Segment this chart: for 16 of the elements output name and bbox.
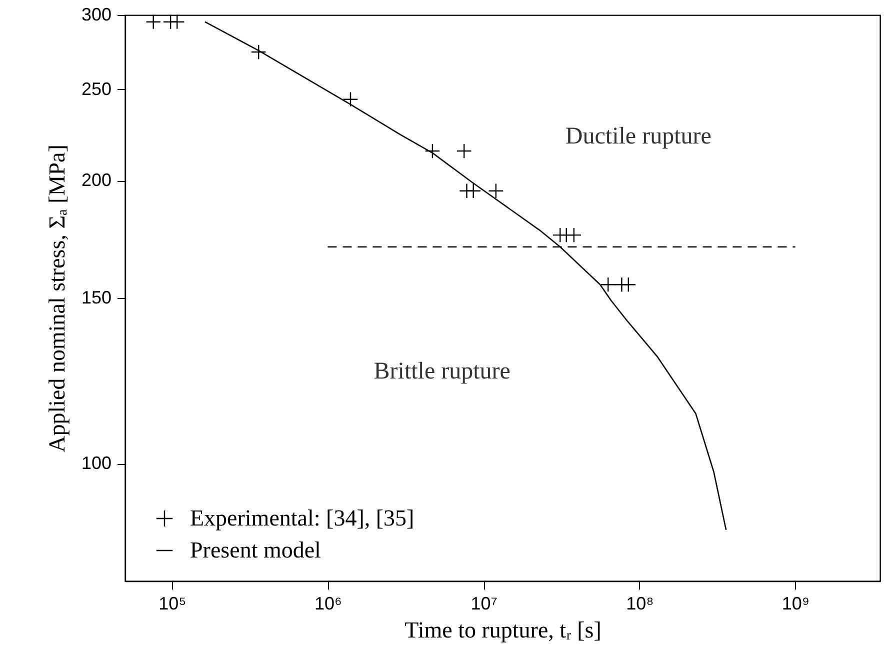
y-axis-title: Applied nominal stress, Σₐ [MPa] bbox=[44, 144, 70, 452]
x-axis-title: Time to rupture, tᵣ [s] bbox=[404, 618, 602, 642]
annotation: Ductile rupture bbox=[565, 124, 712, 150]
legend-label: Experimental: [34], [35] bbox=[190, 506, 414, 530]
x-tick-label: 10⁷ bbox=[470, 594, 498, 614]
x-tick-label: 10⁵ bbox=[158, 594, 186, 614]
x-tick-label: 10⁶ bbox=[314, 594, 342, 614]
x-tick-label: 10⁸ bbox=[626, 594, 654, 614]
legend-label: Present model bbox=[190, 538, 321, 562]
y-tick-label: 150 bbox=[81, 288, 112, 308]
annotation: Brittle rupture bbox=[374, 358, 510, 385]
y-tick-label: 250 bbox=[81, 78, 112, 99]
y-tick-label: 100 bbox=[81, 453, 112, 474]
y-tick-label: 300 bbox=[81, 4, 112, 24]
x-tick-label: 10⁹ bbox=[782, 594, 810, 614]
y-tick-label: 200 bbox=[81, 170, 112, 190]
